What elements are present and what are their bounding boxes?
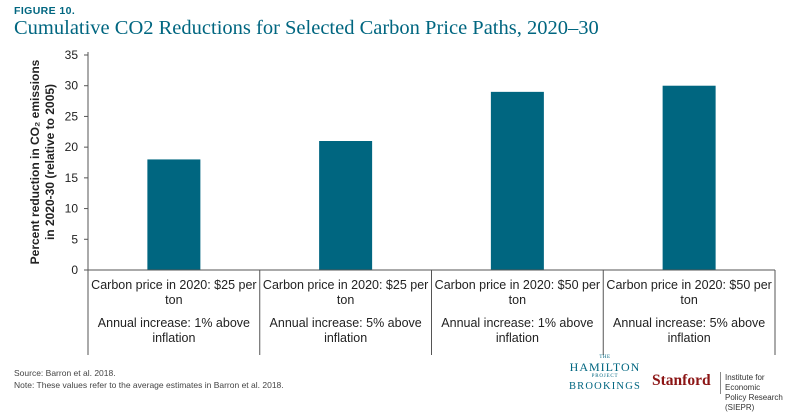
hamilton-name: HAMILTON	[569, 360, 641, 374]
category-label-increase: Annual increase: 5% above inflation	[613, 316, 766, 345]
source-note: Source: Barron et al. 2018.	[14, 368, 116, 378]
hamilton-project-logo: THE HAMILTON PROJECT BROOKINGS	[562, 355, 648, 393]
bar-chart: 0 5 10 15 20 25 30 35	[65, 48, 776, 355]
siepr-line1: Institute for Economic	[725, 373, 765, 392]
y-tick-label: 15	[65, 171, 79, 185]
y-tick-label: 10	[65, 202, 79, 216]
y-tick-label: 35	[65, 48, 79, 62]
y-tick-label: 30	[65, 79, 79, 93]
siepr-logo-text: Institute for Economic Policy Research (…	[725, 373, 800, 413]
figure-label: FIGURE 10.	[14, 5, 76, 17]
category-label: Carbon price in 2020: $25 per ton Annual …	[88, 272, 260, 346]
category-label-price: Carbon price in 2020: $25 per ton	[91, 278, 257, 307]
y-tick-label: 0	[71, 263, 78, 277]
chart-title: Cumulative CO2 Reductions for Selected C…	[14, 17, 599, 39]
y-tick-label: 5	[71, 232, 78, 246]
category-label-price: Carbon price in 2020: $50 per ton	[434, 278, 601, 307]
footnote: Note: These values refer to the average …	[14, 380, 284, 390]
category-label-price: Carbon price in 2020: $25 per ton	[262, 278, 429, 307]
category-label-increase: Annual increase: 5% above inflation	[269, 316, 422, 345]
bar	[147, 159, 201, 270]
siepr-line2: Policy Research (SIEPR)	[725, 393, 783, 412]
logo-divider	[720, 372, 721, 394]
hamilton-project: PROJECT	[591, 374, 619, 379]
category-label: Carbon price in 2020: $50 per ton Annual …	[603, 272, 775, 346]
category-label-increase: Annual increase: 1% above inflation	[97, 316, 250, 345]
hamilton-the: THE	[599, 355, 611, 360]
bar	[662, 85, 716, 270]
category-label-increase: Annual increase: 1% above inflation	[441, 316, 594, 345]
brookings-name: BROOKINGS	[568, 381, 642, 392]
y-tick-label: 25	[65, 109, 79, 123]
category-label: Carbon price in 2020: $50 per ton Annual …	[432, 272, 604, 346]
stanford-logo: Stanford	[652, 372, 711, 389]
category-label-price: Carbon price in 2020: $50 per ton	[606, 278, 772, 307]
bar	[490, 91, 544, 270]
category-label: Carbon price in 2020: $25 per ton Annual …	[260, 272, 432, 346]
bar	[319, 141, 373, 270]
y-tick-label: 20	[65, 140, 79, 154]
